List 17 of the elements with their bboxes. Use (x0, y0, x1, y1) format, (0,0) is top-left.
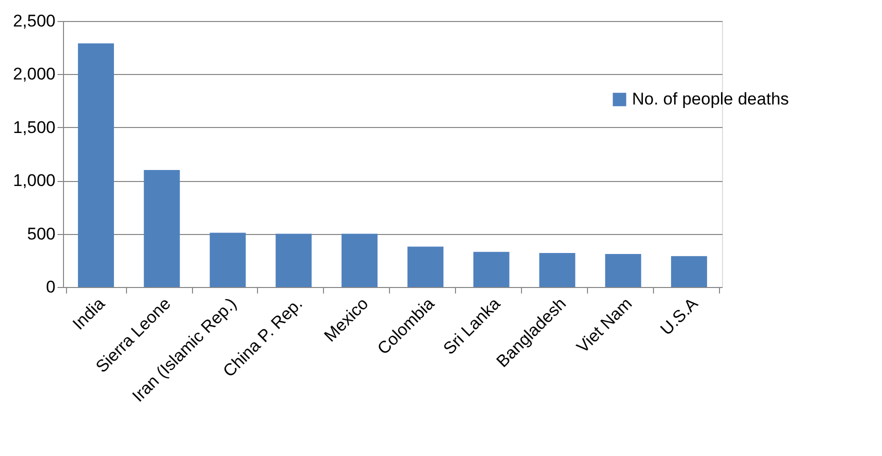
bar (473, 252, 510, 287)
y-tick-label: 2,000 (12, 64, 56, 84)
bar (276, 234, 312, 287)
bar (210, 232, 246, 287)
bar (539, 252, 576, 287)
bar (671, 256, 708, 287)
bar (78, 43, 114, 287)
bar (144, 170, 180, 287)
bar (407, 246, 444, 287)
y-tick-label: 2,500 (12, 12, 56, 30)
y-tick-label: 1,500 (12, 118, 56, 137)
bar (342, 234, 378, 287)
y-tick-label: 0 (46, 278, 56, 296)
y-tick-label: 500 (27, 224, 56, 244)
legend-label: No. of people deaths (632, 90, 789, 108)
y-tick-label: 1,000 (12, 171, 56, 190)
bar (605, 254, 642, 287)
